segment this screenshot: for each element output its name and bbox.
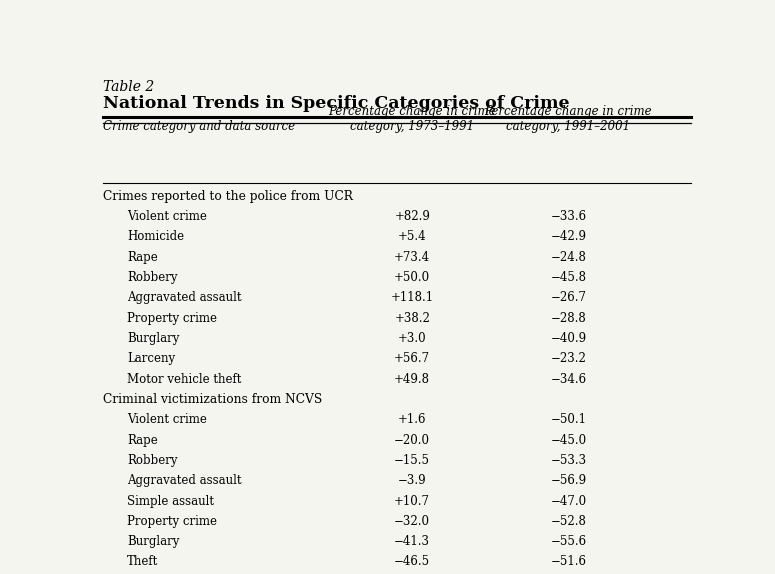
Text: Theft: Theft: [127, 556, 158, 568]
Text: National Trends in Specific Categories of Crime: National Trends in Specific Categories o…: [103, 95, 570, 111]
Text: −50.1: −50.1: [550, 413, 587, 426]
Text: −32.0: −32.0: [394, 515, 430, 528]
Text: +56.7: +56.7: [394, 352, 430, 365]
Text: Crimes reported to the police from UCR: Crimes reported to the police from UCR: [103, 189, 353, 203]
Text: Simple assault: Simple assault: [127, 495, 214, 507]
Text: Rape: Rape: [127, 433, 157, 447]
Text: −53.3: −53.3: [550, 454, 587, 467]
Text: −28.8: −28.8: [550, 312, 586, 324]
Text: −55.6: −55.6: [550, 535, 587, 548]
Text: +1.6: +1.6: [398, 413, 426, 426]
Text: −47.0: −47.0: [550, 495, 587, 507]
Text: −45.8: −45.8: [550, 271, 587, 284]
Text: −33.6: −33.6: [550, 210, 587, 223]
Text: +49.8: +49.8: [394, 373, 430, 386]
Text: +82.9: +82.9: [394, 210, 430, 223]
Text: +50.0: +50.0: [394, 271, 430, 284]
Text: −51.6: −51.6: [550, 556, 587, 568]
Text: −41.3: −41.3: [394, 535, 430, 548]
Text: Robbery: Robbery: [127, 271, 177, 284]
Text: −46.5: −46.5: [394, 556, 430, 568]
Text: Criminal victimizations from NCVS: Criminal victimizations from NCVS: [103, 393, 322, 406]
Text: −40.9: −40.9: [550, 332, 587, 345]
Text: Property crime: Property crime: [127, 515, 217, 528]
Text: −56.9: −56.9: [550, 474, 587, 487]
Text: −42.9: −42.9: [550, 230, 587, 243]
Text: −26.7: −26.7: [550, 291, 587, 304]
Text: Crime category and data source: Crime category and data source: [103, 120, 295, 133]
Text: +38.2: +38.2: [394, 312, 430, 324]
Text: Table 2: Table 2: [103, 80, 154, 94]
Text: Robbery: Robbery: [127, 454, 177, 467]
Text: Aggravated assault: Aggravated assault: [127, 291, 241, 304]
Text: Property crime: Property crime: [127, 312, 217, 324]
Text: Rape: Rape: [127, 250, 157, 263]
Text: −23.2: −23.2: [550, 352, 587, 365]
Text: −52.8: −52.8: [550, 515, 587, 528]
Text: Homicide: Homicide: [127, 230, 184, 243]
Text: +10.7: +10.7: [394, 495, 430, 507]
Text: Percentage change in crime
category, 1973–1991: Percentage change in crime category, 197…: [329, 105, 496, 133]
Text: +5.4: +5.4: [398, 230, 426, 243]
Text: Violent crime: Violent crime: [127, 413, 207, 426]
Text: +73.4: +73.4: [394, 250, 430, 263]
Text: −45.0: −45.0: [550, 433, 587, 447]
Text: +3.0: +3.0: [398, 332, 426, 345]
Text: −24.8: −24.8: [550, 250, 587, 263]
Text: −20.0: −20.0: [394, 433, 430, 447]
Text: Motor vehicle theft: Motor vehicle theft: [127, 373, 241, 386]
Text: −3.9: −3.9: [398, 474, 426, 487]
Text: +118.1: +118.1: [391, 291, 434, 304]
Text: Violent crime: Violent crime: [127, 210, 207, 223]
Text: Aggravated assault: Aggravated assault: [127, 474, 241, 487]
Text: Burglary: Burglary: [127, 332, 179, 345]
Text: −34.6: −34.6: [550, 373, 587, 386]
Text: Percentage change in crime
category, 1991–2001: Percentage change in crime category, 199…: [484, 105, 653, 133]
Text: Burglary: Burglary: [127, 535, 179, 548]
Text: Larceny: Larceny: [127, 352, 175, 365]
Text: −15.5: −15.5: [394, 454, 430, 467]
